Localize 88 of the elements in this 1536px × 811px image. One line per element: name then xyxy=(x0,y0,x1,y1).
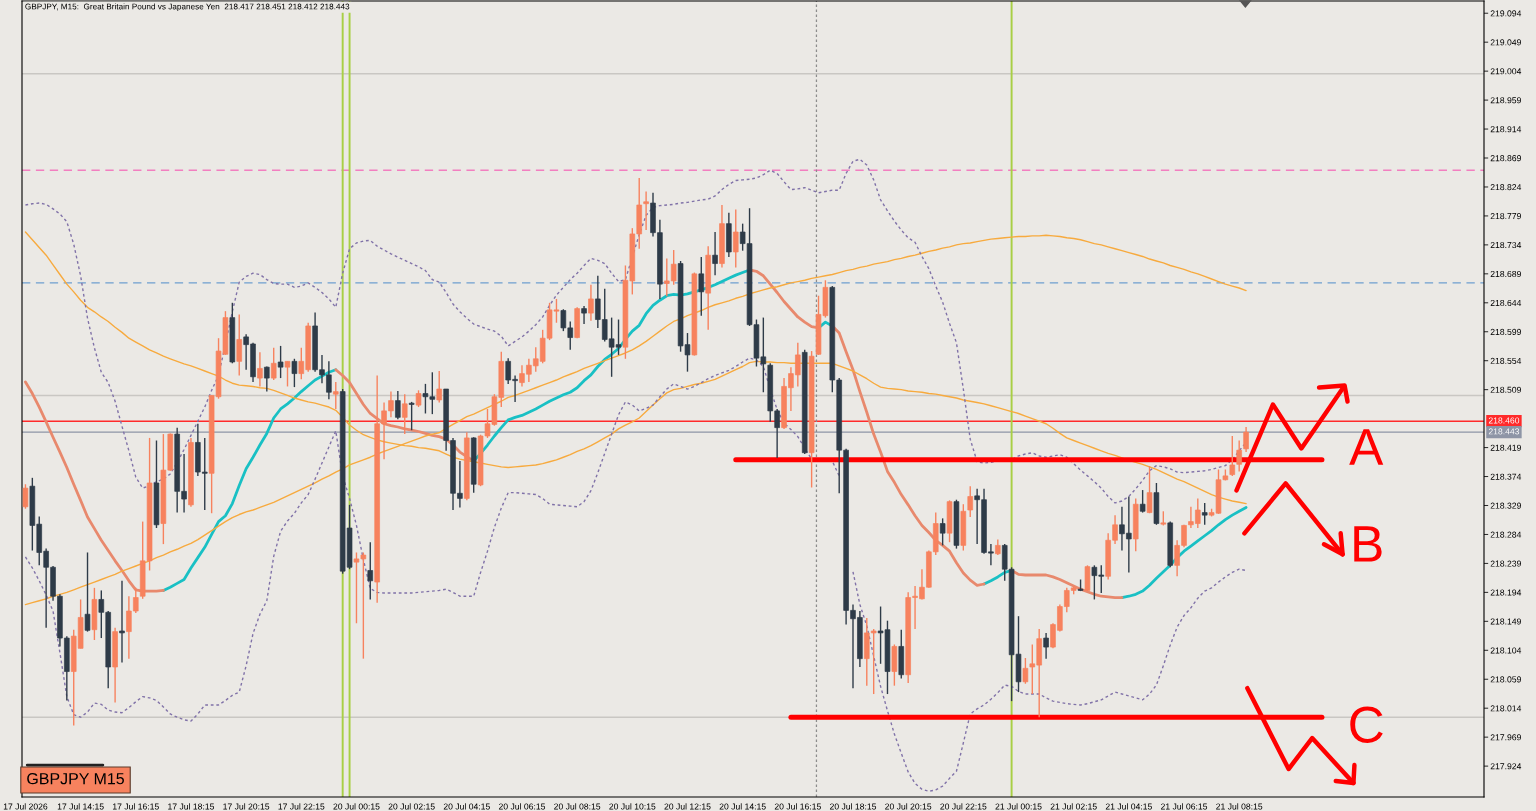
candlestick xyxy=(939,517,946,547)
y-tick-label: 219.004 xyxy=(1490,68,1522,75)
candlestick xyxy=(395,390,401,420)
x-tick-label: 17 Jul 14:15 xyxy=(57,803,104,810)
y-tick-label: 218.644 xyxy=(1490,299,1522,306)
candlestick xyxy=(367,541,374,601)
y-tick-label: 218.194 xyxy=(1490,589,1522,596)
x-tick-label: 20 Jul 02:15 xyxy=(388,803,435,810)
candlestick xyxy=(1146,465,1153,514)
candlestick xyxy=(712,231,718,276)
ref-line-label: 218.460 xyxy=(1488,417,1520,424)
x-tick-label: 21 Jul 04:15 xyxy=(1105,803,1152,810)
y-tick-label: 218.689 xyxy=(1490,270,1521,278)
candlestick xyxy=(588,284,594,322)
candlestick xyxy=(84,551,91,633)
annotation: GBPJPY M15 xyxy=(27,772,124,785)
y-tick-label: 218.869 xyxy=(1490,155,1521,162)
y-tick-label: 219.094 xyxy=(1490,10,1522,17)
annotation: A xyxy=(1349,429,1384,465)
candlestick xyxy=(270,347,277,381)
chart-title: GBPJPY, M15: Great Britain Pound vs Japanese Yen 218.417 218.451 218.412 218.443 xyxy=(25,3,350,12)
y-tick-label: 218.059 xyxy=(1490,676,1521,683)
x-tick-label: 20 Jul 20:15 xyxy=(885,803,932,810)
candlestick xyxy=(22,483,29,510)
x-tick-label: 17 Jul 16:15 xyxy=(112,803,159,810)
y-tick-label: 218.104 xyxy=(1490,647,1522,654)
y-tick-label: 218.824 xyxy=(1490,184,1522,191)
candlestick xyxy=(698,256,705,317)
x-tick-label: 20 Jul 14:15 xyxy=(719,803,766,810)
candlestick xyxy=(1043,632,1049,660)
y-tick-label: 218.374 xyxy=(1490,473,1522,480)
x-tick-label: 20 Jul 12:15 xyxy=(664,803,711,810)
x-tick-label: 20 Jul 18:15 xyxy=(829,803,877,810)
candlestick xyxy=(119,580,125,664)
x-tick-label: 21 Jul 08:15 xyxy=(1216,803,1263,810)
y-tick-label: 217.924 xyxy=(1490,763,1522,770)
candlestick xyxy=(284,360,291,388)
x-tick-label: 21 Jul 06:15 xyxy=(1160,803,1208,810)
y-tick-label: 218.734 xyxy=(1490,241,1522,249)
line-series xyxy=(24,234,1247,606)
annotation: B xyxy=(1354,526,1382,562)
candlestick xyxy=(1084,564,1091,592)
candlestick xyxy=(1139,489,1146,514)
candlestick xyxy=(1022,657,1029,685)
x-tick-label: 20 Jul 10:15 xyxy=(609,803,656,810)
y-tick-label: 218.509 xyxy=(1490,386,1521,393)
y-tick-label: 218.959 xyxy=(1490,97,1521,104)
annotation: C xyxy=(1350,706,1383,743)
candlestick xyxy=(408,401,415,431)
x-tick-label: 20 Jul 08:15 xyxy=(554,803,601,810)
x-tick-label: 17 Jul 18:15 xyxy=(168,803,215,810)
y-tick-label: 218.014 xyxy=(1490,705,1522,712)
y-tick-label: 217.969 xyxy=(1490,734,1521,741)
y-tick-label: 218.914 xyxy=(1490,126,1522,133)
y-tick-label: 218.149 xyxy=(1490,618,1521,625)
candlestick xyxy=(581,305,587,325)
x-tick-label: 17 Jul 22:15 xyxy=(278,803,325,810)
y-tick-label: 218.284 xyxy=(1490,531,1522,538)
y-tick-label: 218.239 xyxy=(1490,560,1521,567)
candlestick xyxy=(277,345,284,379)
x-tick-label: 20 Jul 22:15 xyxy=(940,803,987,810)
x-tick-label: 20 Jul 04:15 xyxy=(443,803,490,810)
x-tick-label: 17 Jul 20:15 xyxy=(223,803,270,810)
candlestick xyxy=(291,358,298,388)
candlestick xyxy=(1201,502,1208,526)
candlestick xyxy=(257,351,263,388)
candlestick xyxy=(733,208,739,269)
x-tick-label: 20 Jul 00:15 xyxy=(333,803,380,810)
x-tick-label: 20 Jul 16:15 xyxy=(774,803,821,810)
candlestick xyxy=(643,190,649,231)
x-tick-label: 21 Jul 00:15 xyxy=(995,803,1042,810)
y-tick-label: 218.779 xyxy=(1490,213,1521,220)
candlestick xyxy=(1243,426,1249,453)
ref-line-label: 218.443 xyxy=(1488,428,1520,435)
candlestick xyxy=(333,381,339,410)
candlestick xyxy=(967,485,973,518)
x-tick-label: 17 Jul 2026 xyxy=(3,803,48,810)
y-tick-label: 219.049 xyxy=(1490,39,1521,46)
y-tick-label: 218.419 xyxy=(1490,444,1521,451)
candlestick xyxy=(401,393,408,435)
candlestick xyxy=(436,370,442,404)
x-tick-label: 20 Jul 06:15 xyxy=(498,803,546,810)
candlestick xyxy=(236,313,242,377)
y-tick-label: 218.554 xyxy=(1490,357,1522,364)
y-tick-label: 218.329 xyxy=(1490,502,1521,509)
y-tick-label: 218.599 xyxy=(1490,328,1521,335)
candlestick xyxy=(264,365,270,393)
x-tick-label: 21 Jul 02:15 xyxy=(1050,803,1097,810)
